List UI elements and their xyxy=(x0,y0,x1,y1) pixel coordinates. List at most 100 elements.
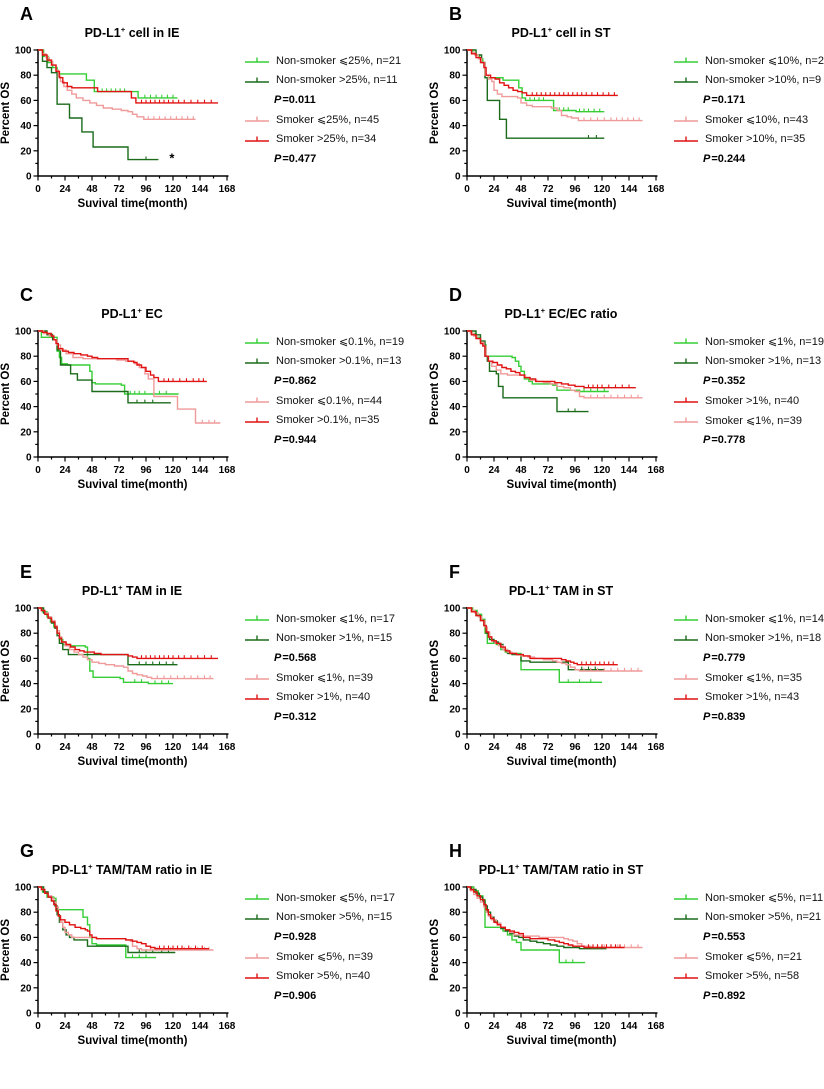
p-value-symbol: P xyxy=(274,930,282,943)
legend-label: Smoker >25%, n=34 xyxy=(276,133,377,146)
legend-label: Non-smoker ⩽1%, n=14 xyxy=(705,613,824,626)
svg-text:168: 168 xyxy=(219,465,236,476)
p-value-number: =0.839 xyxy=(711,710,746,723)
series-marker-icon xyxy=(674,338,698,345)
p-value: P =0.944 xyxy=(244,430,414,450)
km-curve-ns_high xyxy=(467,330,589,413)
svg-text:40: 40 xyxy=(449,958,461,969)
p-value: P =0.171 xyxy=(673,90,824,110)
svg-text:24: 24 xyxy=(488,184,500,195)
svg-text:72: 72 xyxy=(542,184,554,195)
km-curve-ns_low xyxy=(38,49,178,99)
x-axis-label: Suvival time(month) xyxy=(78,1035,188,1047)
x-axis-label: Suvival time(month) xyxy=(78,479,188,491)
svg-text:0: 0 xyxy=(26,453,32,464)
svg-text:120: 120 xyxy=(165,184,182,195)
tick-labels: 0 20 40 60 80 100 0 24 48 72 96 120 144 168 xyxy=(15,883,236,1033)
title-rest: TAM in IE xyxy=(122,584,183,599)
legend-item: Non-smoker ⩽1%, n=14 xyxy=(673,609,824,629)
p-value: P =0.862 xyxy=(244,371,414,391)
svg-text:60: 60 xyxy=(449,654,461,665)
svg-text:100: 100 xyxy=(15,883,32,894)
legend-item: Non-smoker ⩽1%, n=17 xyxy=(244,609,414,629)
svg-text:48: 48 xyxy=(86,465,98,476)
legend-label: Smoker ⩽5%, n=21 xyxy=(705,951,802,964)
svg-text:168: 168 xyxy=(648,184,665,195)
km-curve-s_high xyxy=(467,330,636,389)
series-marker-icon xyxy=(674,136,698,142)
panel-inner: H PD-L1+ TAM/TAM ratio in ST 0 20 40 60 80 10… xyxy=(429,839,824,1089)
svg-text:72: 72 xyxy=(542,742,554,753)
svg-text:60: 60 xyxy=(449,96,461,107)
legend-label: Non-smoker >1%, n=18 xyxy=(705,632,822,645)
km-curve-ns_low xyxy=(467,886,586,964)
panel-title: PD-L1+ cell in ST xyxy=(441,25,681,40)
svg-text:144: 144 xyxy=(192,1021,209,1032)
svg-text:96: 96 xyxy=(140,742,152,753)
title-main: PD-L1 xyxy=(81,584,119,599)
svg-text:48: 48 xyxy=(515,742,527,753)
svg-text:72: 72 xyxy=(113,1021,125,1032)
series-marker-icon xyxy=(674,57,698,64)
series-marker-icon xyxy=(674,894,698,901)
axis-ticks xyxy=(462,330,657,462)
svg-text:40: 40 xyxy=(20,402,32,413)
title-rest: EC xyxy=(141,307,163,322)
legend-item: Smoker ⩽1%, n=35 xyxy=(673,668,824,688)
svg-text:80: 80 xyxy=(449,352,461,363)
series-marker-icon xyxy=(245,694,269,700)
p-value-symbol: P xyxy=(703,93,711,106)
p-value-number: =0.011 xyxy=(282,93,316,106)
svg-text:96: 96 xyxy=(140,465,152,476)
tick-labels: 0 20 40 60 80 100 0 24 48 72 96 120 144 168 xyxy=(444,604,665,754)
legend-label: Smoker >0.1%, n=35 xyxy=(276,414,380,427)
legend-label: Smoker ⩽1%, n=39 xyxy=(276,672,373,685)
svg-text:20: 20 xyxy=(449,983,461,994)
p-value: P =0.892 xyxy=(673,986,824,1006)
svg-text:96: 96 xyxy=(569,465,581,476)
panel-title: PD-L1+ cell in IE xyxy=(12,25,252,40)
svg-text:0: 0 xyxy=(35,742,41,753)
y-axis-label: Percent OS xyxy=(429,640,441,702)
svg-text:24: 24 xyxy=(59,742,71,753)
svg-text:0: 0 xyxy=(455,172,461,183)
svg-text:60: 60 xyxy=(449,933,461,944)
legend-label: Non-smoker >5%, n=21 xyxy=(705,911,822,924)
legend-label: Smoker ⩽1%, n=35 xyxy=(705,672,802,685)
svg-text:120: 120 xyxy=(165,465,182,476)
svg-text:120: 120 xyxy=(594,184,611,195)
legend-item: Smoker >10%, n=35 xyxy=(673,129,824,149)
svg-text:72: 72 xyxy=(113,465,125,476)
legend: Non-smoker ⩽1%, n=19 Non-smoker >1%, n=13… xyxy=(673,332,824,450)
series-marker-icon xyxy=(245,894,269,901)
svg-text:0: 0 xyxy=(464,1021,470,1032)
y-axis-label: Percent OS xyxy=(0,919,12,981)
km-curves xyxy=(467,886,643,964)
svg-text:24: 24 xyxy=(59,465,71,476)
legend-label: Non-smoker >1%, n=13 xyxy=(705,355,822,368)
legend-item: Non-smoker ⩽5%, n=11 xyxy=(673,888,824,908)
panel-inner: E PD-L1+ TAM in IE 0 20 40 60 80 100 0 24 48 72 96… xyxy=(0,560,412,810)
tick-labels: 0 20 40 60 80 100 0 24 48 72 96 120 144 168 xyxy=(444,883,665,1033)
svg-text:80: 80 xyxy=(20,71,32,82)
series-marker-icon xyxy=(674,615,698,622)
svg-text:48: 48 xyxy=(86,742,98,753)
km-curve-ns_high xyxy=(467,886,607,950)
km-curve-ns_high xyxy=(38,49,159,161)
svg-text:144: 144 xyxy=(621,742,638,753)
km-plot: 0 20 40 60 80 100 0 24 48 72 96 120 144 168 Suvival ti… xyxy=(429,604,665,769)
title-sup: + xyxy=(540,306,546,315)
x-axis-label: Suvival time(month) xyxy=(507,1035,617,1047)
legend-label: Smoker >5%, n=40 xyxy=(276,970,371,983)
legend-item: Smoker ⩽10%, n=43 xyxy=(673,110,824,130)
x-axis-label: Suvival time(month) xyxy=(78,198,188,210)
legend-label: Smoker >1%, n=40 xyxy=(276,691,371,704)
svg-text:48: 48 xyxy=(86,184,98,195)
svg-text:96: 96 xyxy=(140,1021,152,1032)
series-marker-icon xyxy=(674,116,698,122)
p-value-number: =0.779 xyxy=(711,651,746,664)
legend-item: Non-smoker ⩽0.1%, n=19 xyxy=(244,332,414,352)
svg-text:20: 20 xyxy=(20,704,32,715)
km-curve-s_low xyxy=(38,330,221,424)
p-value-symbol: P xyxy=(274,651,282,664)
